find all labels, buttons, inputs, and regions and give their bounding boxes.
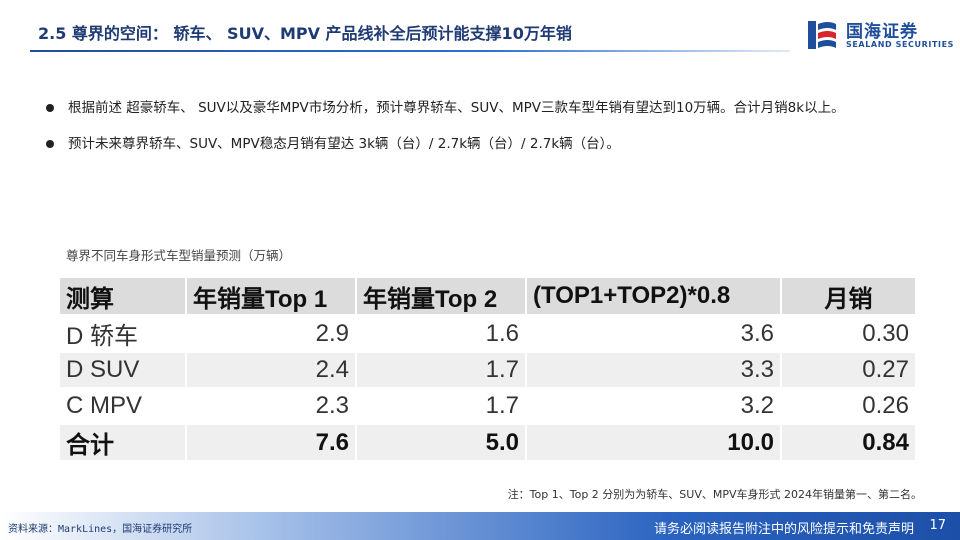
cell-combined: 3.2 [525,387,780,423]
cell-top1: 7.6 [185,423,355,460]
cell-monthly: 0.84 [780,423,915,460]
cell-top1: 2.9 [185,314,355,351]
sales-forecast-table: 测算 年销量Top 1 年销量Top 2 (TOP1+TOP2)*0.8 月销 … [60,278,915,460]
disclaimer-text: 请务必阅读报告附注中的风险提示和免责声明 [653,522,914,537]
page-number: 17 [929,518,946,533]
row-label: D SUV [60,351,185,387]
row-label: C MPV [60,387,185,423]
cell-top2: 1.7 [355,387,525,423]
cell-top2: 5.0 [355,423,525,460]
cell-monthly: 0.30 [780,314,915,351]
header-cell: 年销量Top 1 [185,278,355,314]
logo-name-en: SEALAND SECURITIES [846,40,955,49]
title-divider [30,50,790,52]
header-cell: 年销量Top 2 [355,278,525,314]
source-text: 资料来源：MarkLines，国海证券研究所 [8,524,193,535]
table-footnote: 注：Top 1、Top 2 分别为为轿车、SUV、MPV车身形式 2024年销量… [507,488,922,501]
cell-top2: 1.7 [355,351,525,387]
company-logo: 国海证券 SEALAND SECURITIES [806,16,953,54]
page-title: 2.5 尊界的空间： 轿车、 SUV、MPV 产品线补全后预计能支撑10万年销 [38,24,572,43]
table-row: D SUV 2.4 1.7 3.3 0.27 [60,351,915,387]
table-total-row: 合计 7.6 5.0 10.0 0.84 [60,423,915,460]
bullet-list: 根据前述 超豪轿车、 SUV以及豪华MPV市场分析，预计尊界轿车、SUV、MPV… [46,98,916,170]
bullet-item: 根据前述 超豪轿车、 SUV以及豪华MPV市场分析，预计尊界轿车、SUV、MPV… [46,98,916,118]
table-header-row: 测算 年销量Top 1 年销量Top 2 (TOP1+TOP2)*0.8 月销 [60,278,915,314]
cell-monthly: 0.27 [780,351,915,387]
table-caption: 尊界不同车身形式车型销量预测（万辆） [66,248,292,263]
footer-bar: 资料来源：MarkLines，国海证券研究所 请务必阅读报告附注中的风险提示和免… [0,512,960,540]
row-label: 合计 [60,423,185,460]
logo-name-cn: 国海证券 [846,22,918,42]
row-label: D 轿车 [60,314,185,351]
cell-top1: 2.4 [185,351,355,387]
header-cell: 月销 [780,278,915,314]
bullet-text: 预计未来尊界轿车、SUV、MPV稳态月销有望达 3k辆（台）/ 2.7k辆（台）… [68,136,620,152]
cell-top1: 2.3 [185,387,355,423]
cell-combined: 10.0 [525,423,780,460]
sealand-logo-icon [808,21,836,49]
table-row: D 轿车 2.9 1.6 3.6 0.30 [60,314,915,351]
bullet-dot-icon [46,140,54,148]
cell-top2: 1.6 [355,314,525,351]
header-cell: 测算 [60,278,185,314]
header-cell: (TOP1+TOP2)*0.8 [525,278,780,314]
bullet-dot-icon [46,104,54,112]
cell-combined: 3.3 [525,351,780,387]
table-row: C MPV 2.3 1.7 3.2 0.26 [60,387,915,423]
bullet-text: 根据前述 超豪轿车、 SUV以及豪华MPV市场分析，预计尊界轿车、SUV、MPV… [68,100,845,116]
bullet-item: 预计未来尊界轿车、SUV、MPV稳态月销有望达 3k辆（台）/ 2.7k辆（台）… [46,134,916,154]
cell-combined: 3.6 [525,314,780,351]
cell-monthly: 0.26 [780,387,915,423]
